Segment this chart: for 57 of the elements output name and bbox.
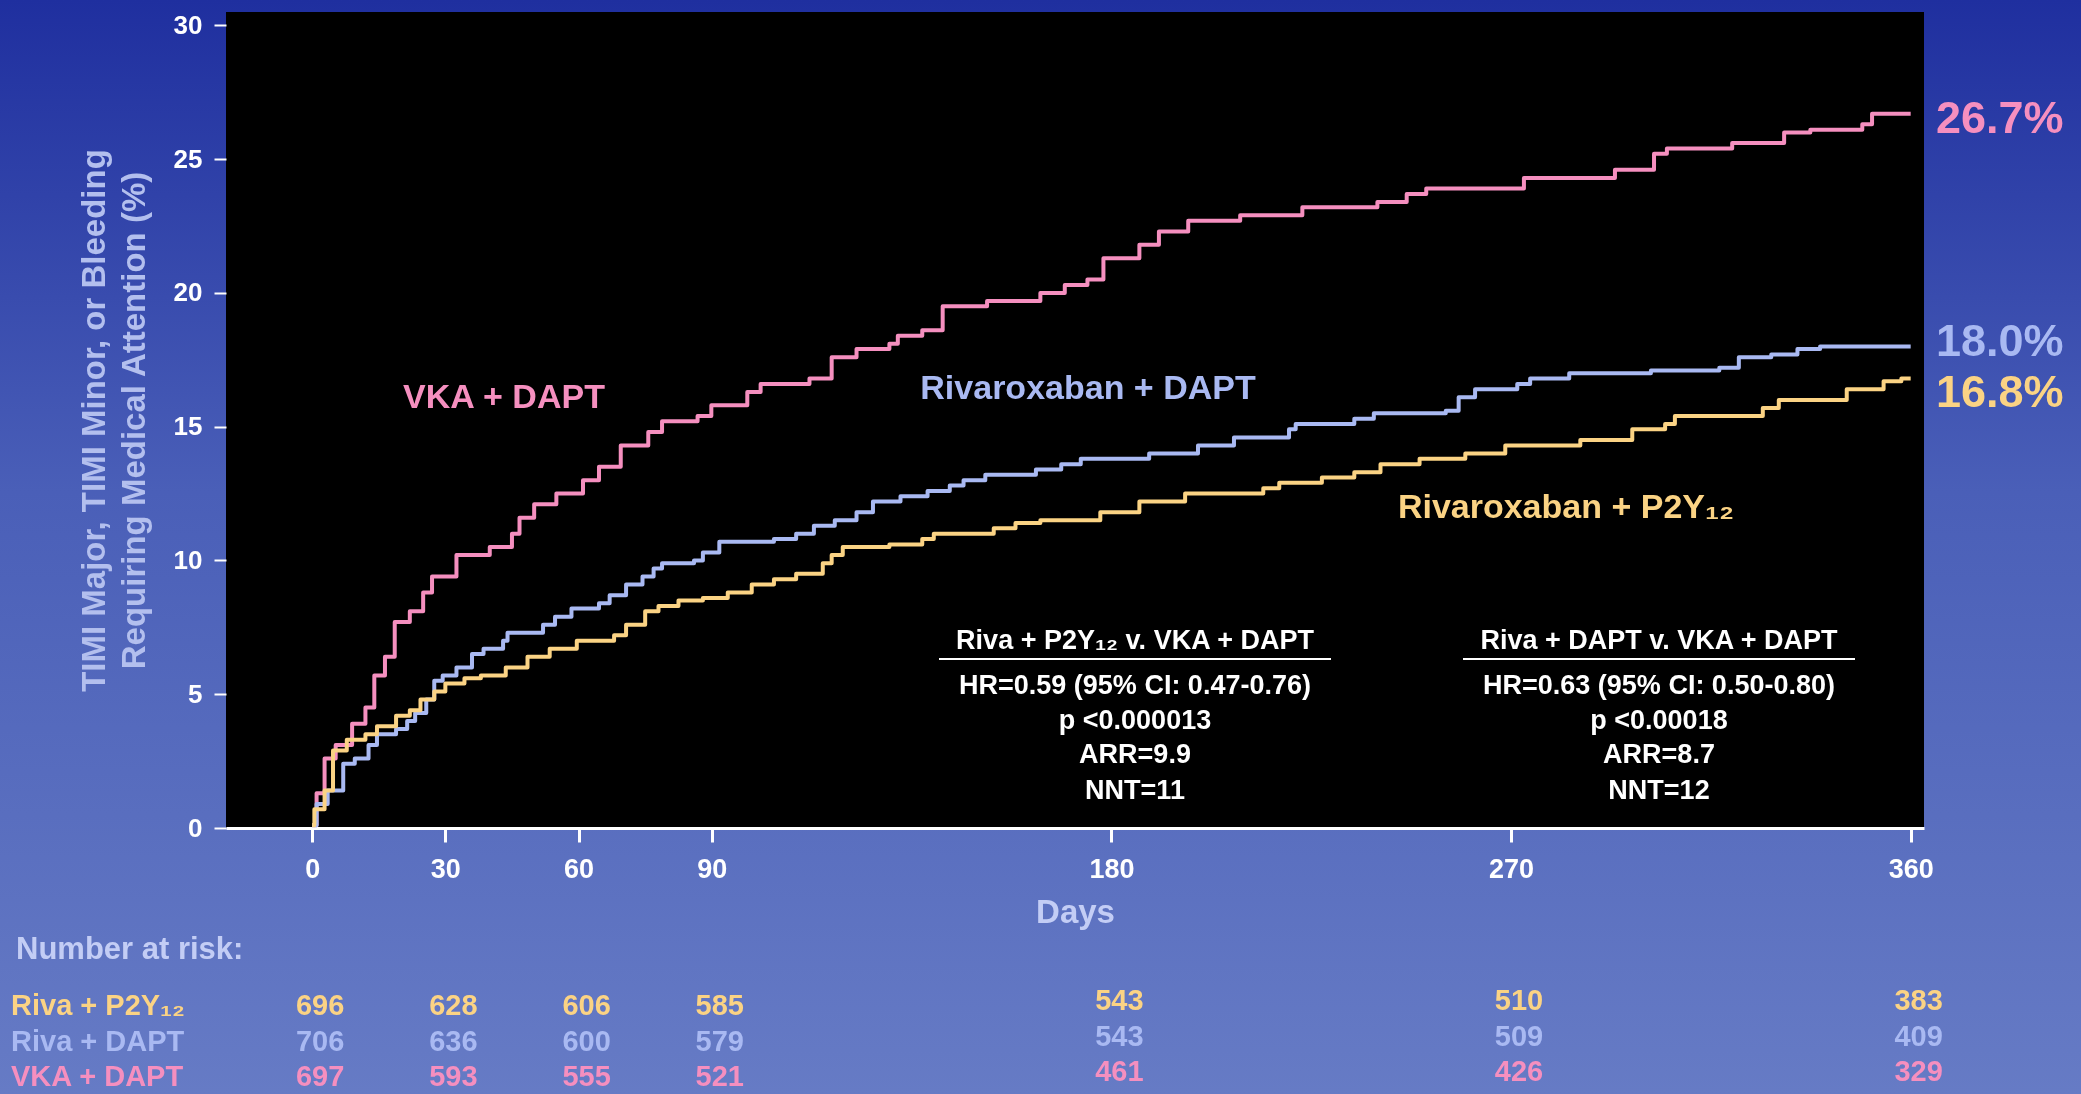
x-tick-label: 90 bbox=[697, 853, 728, 884]
x-tick-label: 360 bbox=[1888, 853, 1934, 884]
text: 593 bbox=[429, 1060, 478, 1092]
text: 706 bbox=[295, 1025, 345, 1057]
text: 383 bbox=[1894, 984, 1943, 1016]
annotation: ARR=8.7 bbox=[1603, 739, 1715, 769]
text: 697 bbox=[295, 1060, 345, 1092]
annotation: p <0.00018 bbox=[1590, 705, 1728, 735]
text: 18.0% bbox=[1936, 315, 2064, 366]
text: 585 bbox=[695, 989, 744, 1021]
x-tick-label: 270 bbox=[1489, 853, 1535, 884]
y-tick-label: 20 bbox=[173, 277, 203, 308]
text: 696 bbox=[295, 989, 345, 1021]
text: 555 bbox=[562, 1060, 611, 1092]
y-tick-label: 15 bbox=[173, 411, 203, 442]
text: VKA + DAPT bbox=[11, 1060, 184, 1092]
text: 329 bbox=[1894, 1055, 1943, 1087]
text: 16.8% bbox=[1936, 366, 2064, 417]
annotation: ARR=9.9 bbox=[1079, 739, 1191, 769]
y-tick-label: 30 bbox=[173, 9, 203, 40]
y-tick-label: 25 bbox=[173, 143, 203, 174]
text: 606 bbox=[562, 989, 611, 1021]
x-tick-label: 60 bbox=[564, 853, 595, 884]
text: 426 bbox=[1494, 1055, 1544, 1087]
series-label: Rivaroxaban + P2Y₁₂ bbox=[1397, 487, 1735, 525]
text: 409 bbox=[1894, 1020, 1943, 1052]
annotation: HR=0.63 (95% CI: 0.50-0.80) bbox=[1483, 670, 1835, 700]
series-label: Rivaroxaban + DAPT bbox=[920, 368, 1256, 406]
x-tick-label: 0 bbox=[305, 853, 321, 884]
text: 636 bbox=[429, 1025, 478, 1057]
text: 600 bbox=[562, 1025, 611, 1057]
annotation: Riva + P2Y₁₂ v. VKA + DAPT bbox=[956, 625, 1315, 655]
series-label: VKA + DAPT bbox=[403, 377, 606, 415]
text: 579 bbox=[695, 1025, 744, 1057]
text: Riva + P2Y₁₂ bbox=[11, 989, 185, 1021]
text: 510 bbox=[1494, 984, 1544, 1016]
annotation: NNT=12 bbox=[1608, 775, 1710, 805]
y-axis-title: TIMI Major, TIMI Minor, or Bleeding Requiring Medical Attention (%) bbox=[74, 149, 152, 692]
text: 509 bbox=[1494, 1020, 1544, 1052]
annotation: NNT=11 bbox=[1085, 775, 1185, 805]
annotation: HR=0.59 (95% CI: 0.47-0.76) bbox=[959, 670, 1311, 700]
annotation: Riva + DAPT v. VKA + DAPT bbox=[1480, 625, 1839, 655]
text: 543 bbox=[1095, 984, 1144, 1016]
y-tick-label: 10 bbox=[173, 544, 203, 575]
y-tick-label: 0 bbox=[188, 812, 203, 843]
text: 461 bbox=[1095, 1055, 1144, 1087]
text: 628 bbox=[429, 989, 478, 1021]
text: 543 bbox=[1095, 1020, 1144, 1052]
x-tick-label: 30 bbox=[430, 853, 461, 884]
x-axis-title: Days bbox=[1036, 892, 1115, 930]
text: Riva + DAPT bbox=[11, 1025, 185, 1057]
text: 521 bbox=[695, 1060, 744, 1092]
annotation: p <0.000013 bbox=[1058, 705, 1212, 735]
y-tick-label: 5 bbox=[188, 678, 203, 709]
x-tick-label: 180 bbox=[1089, 853, 1135, 884]
text: Number at risk: bbox=[16, 931, 244, 966]
text: 26.7% bbox=[1936, 92, 2064, 143]
